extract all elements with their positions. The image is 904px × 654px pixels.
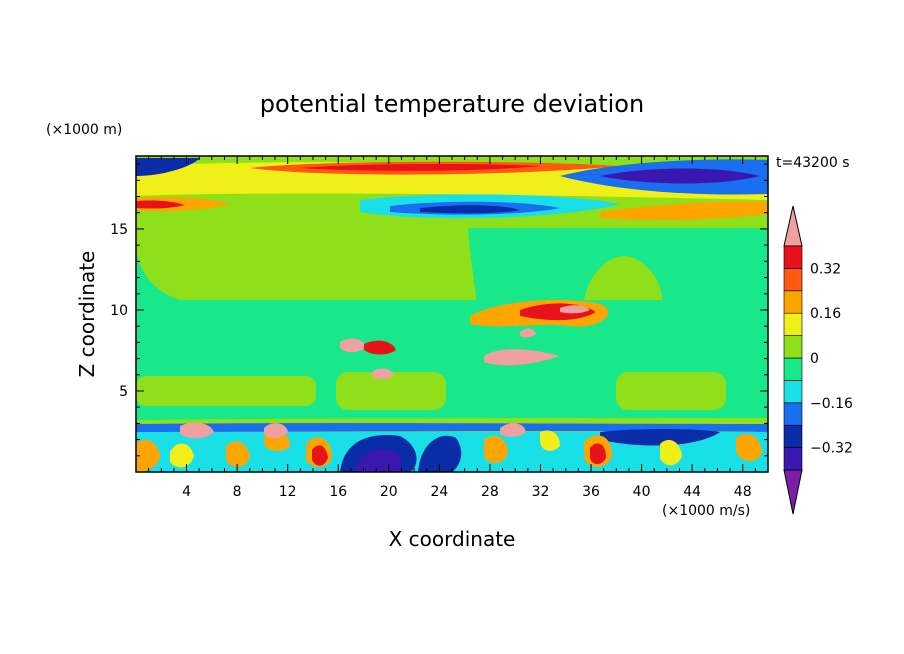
warm-cell-12 bbox=[736, 434, 762, 461]
x-tick-label: 32 bbox=[532, 484, 550, 500]
x-axis-ticks: 4 8 12 16 20 24 28 32 36 40 44 48 bbox=[148, 156, 756, 500]
x-tick-label: 24 bbox=[430, 484, 448, 500]
deep-blue-plume-2 bbox=[418, 435, 462, 472]
upper-navy-mid bbox=[420, 205, 520, 214]
mid-region-dome bbox=[584, 256, 662, 300]
x-axis-label: X coordinate bbox=[389, 527, 516, 551]
colorbar-tick-label: −0.16 bbox=[810, 396, 853, 412]
colorbar-segment bbox=[783, 357, 803, 381]
x-tick-label: 4 bbox=[182, 484, 191, 500]
lower-mid-band-right bbox=[616, 372, 726, 410]
mid-region-plateau bbox=[136, 228, 476, 300]
x-tick-label: 48 bbox=[734, 484, 752, 500]
colorbar-extend-min bbox=[783, 469, 803, 515]
x-tick-label: 8 bbox=[233, 484, 242, 500]
x-tick-label: 28 bbox=[481, 484, 499, 500]
warm-cell-10 bbox=[590, 443, 606, 464]
x-tick-label: 36 bbox=[582, 484, 600, 500]
x-tick-label: 44 bbox=[683, 484, 701, 500]
temperature-field bbox=[136, 156, 768, 472]
x-tick-label: 12 bbox=[279, 484, 297, 500]
x-tick-label: 40 bbox=[633, 484, 651, 500]
colorbar-tick-label: 0 bbox=[810, 351, 819, 367]
lower-mid-band-far-left bbox=[136, 376, 316, 406]
deep-blue-plume-3 bbox=[600, 429, 720, 446]
warm-cell-13 bbox=[180, 422, 214, 439]
warm-cell-3 bbox=[226, 441, 250, 468]
convective-blob-5 bbox=[364, 340, 396, 355]
colorbar-segment bbox=[783, 312, 803, 336]
upper-red-core bbox=[300, 163, 540, 171]
convective-blob-8 bbox=[520, 328, 536, 338]
convective-blob-7 bbox=[372, 368, 394, 379]
colorbar-tick-label: 0.16 bbox=[810, 306, 841, 322]
chart-title: potential temperature deviation bbox=[260, 90, 644, 118]
colorbar-segment bbox=[783, 245, 803, 269]
y-axis-label: Z coordinate bbox=[75, 251, 99, 378]
warm-cell-2 bbox=[170, 443, 194, 468]
y-tick-label: 10 bbox=[110, 303, 128, 319]
y-tick-label: 5 bbox=[119, 384, 128, 400]
warm-cell-5 bbox=[312, 445, 328, 466]
warm-cell-14 bbox=[264, 423, 288, 439]
y-axis-ticks: 5 10 15 bbox=[110, 163, 768, 457]
colorbar-segment bbox=[783, 424, 803, 448]
warm-cell-1 bbox=[136, 439, 160, 472]
convective-blob-4 bbox=[340, 338, 366, 353]
colorbar-tick-label: −0.32 bbox=[810, 441, 853, 457]
colorbar-segment bbox=[783, 402, 803, 426]
colorbar-tick-label: 0.32 bbox=[810, 261, 841, 277]
upper-blue-left bbox=[136, 158, 200, 176]
convective-blob-6 bbox=[484, 349, 560, 366]
colorbar: 0.32 0.16 0 −0.16 −0.32 bbox=[783, 205, 853, 515]
warm-cell-15 bbox=[500, 423, 526, 437]
x-unit-label: (×1000 m/s) bbox=[662, 503, 750, 519]
upper-purple-right bbox=[600, 168, 760, 184]
time-label: t=43200 s bbox=[776, 155, 850, 171]
upper-orange-right bbox=[600, 201, 768, 221]
x-tick-label: 20 bbox=[380, 484, 398, 500]
colorbar-segment bbox=[783, 268, 803, 292]
x-tick-label: 16 bbox=[329, 484, 347, 500]
y-unit-label: (×1000 m) bbox=[46, 122, 122, 138]
colorbar-segment bbox=[783, 447, 803, 471]
colorbar-extend-max bbox=[783, 205, 803, 247]
warm-cell-11 bbox=[660, 440, 682, 466]
boundary-layer-blue-line bbox=[136, 423, 768, 432]
colorbar-segment bbox=[783, 335, 803, 359]
warm-cell-7 bbox=[484, 436, 508, 464]
colorbar-segment bbox=[783, 290, 803, 314]
colorbar-segment bbox=[783, 380, 803, 404]
convective-blob-3 bbox=[560, 305, 590, 314]
upper-red-left bbox=[136, 200, 185, 209]
warm-cell-8 bbox=[540, 430, 560, 451]
lower-mid-band-left bbox=[336, 372, 446, 410]
y-tick-label: 15 bbox=[110, 222, 128, 238]
